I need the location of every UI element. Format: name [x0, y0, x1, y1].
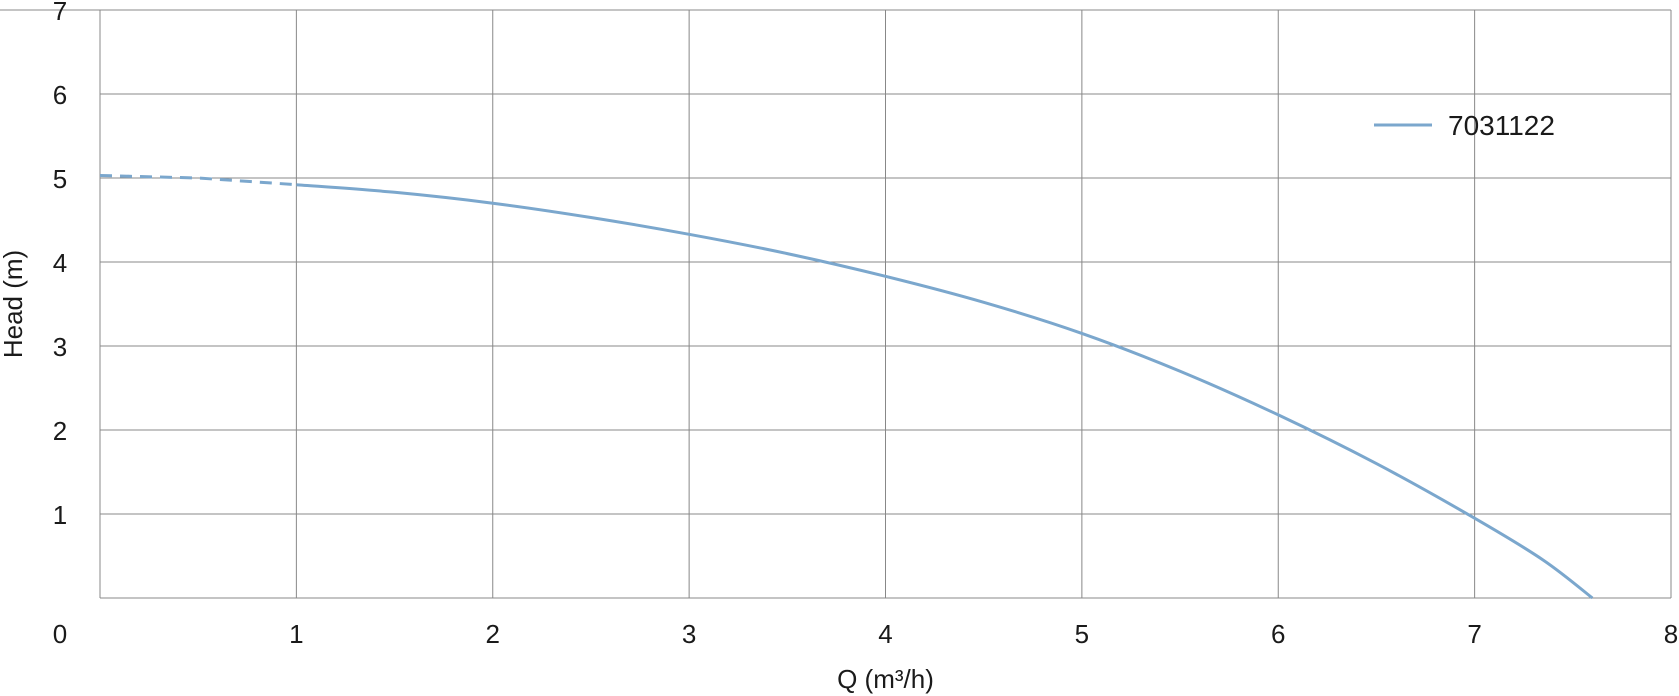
series [99, 174, 1594, 600]
legend: 7031122 [1374, 110, 1555, 141]
y-axis-title: Head (m) [0, 250, 28, 358]
x-tick-label: 7 [1467, 619, 1481, 649]
y-tick-label: 7 [53, 0, 67, 26]
y-tick-label: 6 [53, 80, 67, 110]
y-axis-ticks: 1 2 3 4 5 6 7 [53, 0, 67, 530]
x-tick-label: 1 [289, 619, 303, 649]
x-tick-label: 8 [1664, 619, 1678, 649]
x-tick-label: 4 [878, 619, 892, 649]
series-line-extrapolated [99, 174, 297, 187]
x-tick-label: 6 [1271, 619, 1285, 649]
x-axis-ticks: 0 1 2 3 4 5 6 7 8 [53, 619, 1678, 649]
y-tick-label: 3 [53, 332, 67, 362]
y-tick-label: 4 [53, 248, 67, 278]
x-tick-label: 2 [486, 619, 500, 649]
series-line [296, 183, 1594, 600]
y-tick-label: 2 [53, 416, 67, 446]
grid [0, 9, 1672, 599]
x-tick-label: 5 [1075, 619, 1089, 649]
x-axis-title: Q (m³/h) [837, 664, 934, 694]
y-tick-label: 1 [53, 500, 67, 530]
y-tick-label: 5 [53, 164, 67, 194]
legend-label: 7031122 [1448, 110, 1555, 141]
x-tick-label: 3 [682, 619, 696, 649]
x-tick-label: 0 [53, 619, 67, 649]
